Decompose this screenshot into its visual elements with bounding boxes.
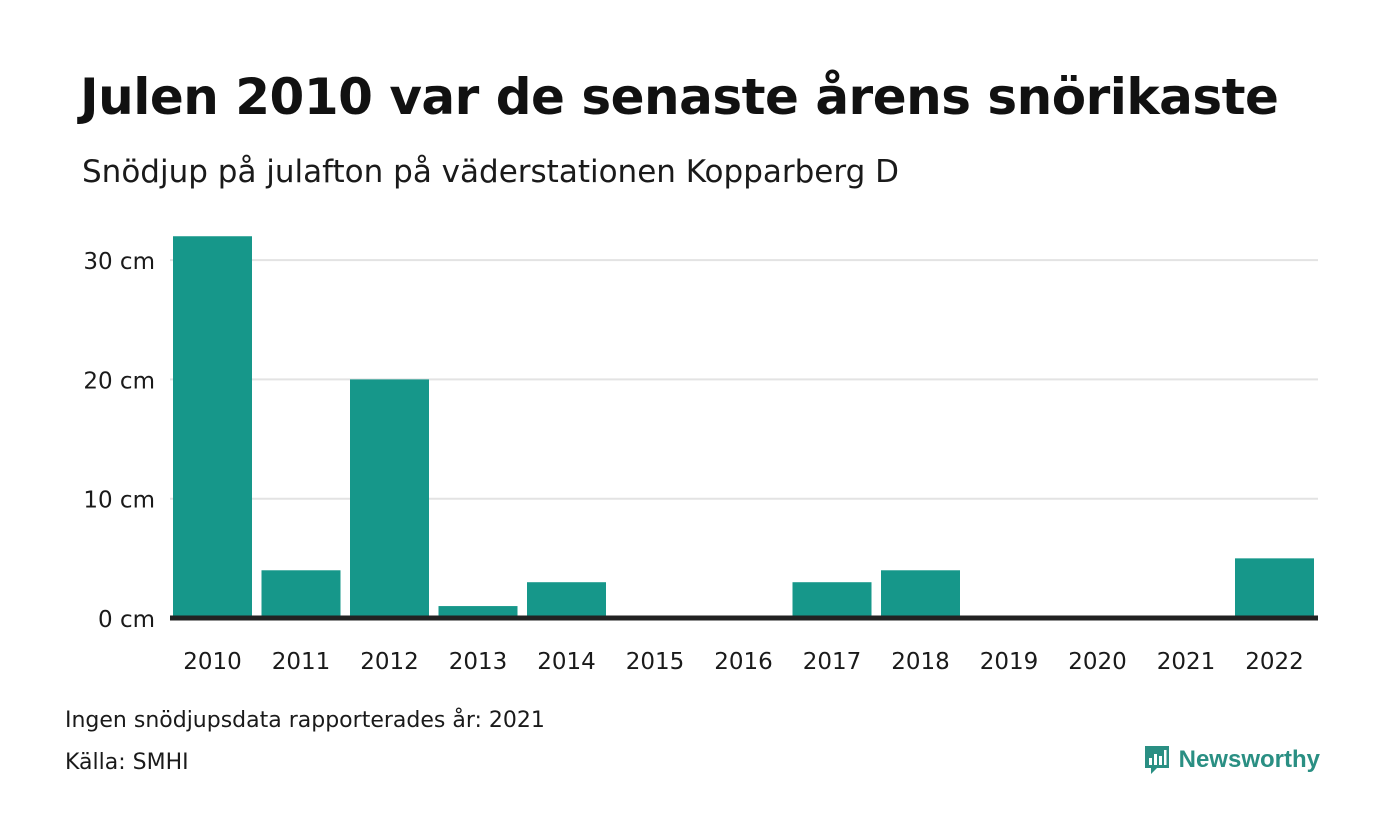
- x-tick-label: 2015: [626, 649, 685, 675]
- x-tick-label: 2014: [537, 649, 596, 675]
- source-note: Källa: SMHI: [65, 750, 189, 775]
- chart-title: Julen 2010 var de senaste årens snörikas…: [80, 68, 1279, 126]
- newsworthy-logo-text: Newsworthy: [1178, 746, 1320, 773]
- x-tick-label: 2016: [714, 649, 773, 675]
- x-tick-label: 2012: [360, 649, 419, 675]
- bars: [173, 236, 1314, 619]
- x-tick-label: 2017: [803, 649, 862, 675]
- bar-2010: [173, 236, 252, 619]
- bar-chart: 0 cm 10 cm 20 cm 30 cm 2010 2011 2012 2013 2014…: [83, 236, 1318, 675]
- x-tick-label: 2019: [980, 649, 1039, 675]
- y-tick-label: 10 cm: [83, 488, 155, 514]
- x-tick-label: 2011: [272, 649, 331, 675]
- bar-2012: [350, 379, 429, 618]
- gridlines: [170, 259, 1318, 500]
- y-tick-label: 0 cm: [98, 607, 155, 633]
- bar-2018: [881, 570, 960, 618]
- bar-2014: [527, 582, 606, 618]
- newsworthy-logo-icon: [1144, 746, 1169, 774]
- y-axis-ticks: 0 cm 10 cm 20 cm 30 cm: [83, 249, 155, 633]
- bar-2013: [438, 606, 518, 618]
- x-tick-label: 2022: [1245, 649, 1304, 675]
- bar-2017: [792, 582, 872, 618]
- newsworthy-logo: Newsworthy: [1143, 744, 1320, 776]
- bar-2022: [1235, 558, 1314, 618]
- x-tick-label: 2021: [1157, 649, 1216, 675]
- y-tick-label: 20 cm: [83, 368, 155, 394]
- chart-subtitle: Snödjup på julafton på väderstationen Ko…: [82, 154, 899, 190]
- x-axis-ticks: 2010 2011 2012 2013 2014 2015 2016 2017 2018 2019…: [183, 649, 1304, 675]
- no-data-note: Ingen snödjupsdata rapporterades år: 202…: [65, 708, 545, 733]
- bar-2011: [261, 570, 341, 618]
- y-tick-label: 30 cm: [83, 249, 155, 275]
- x-tick-label: 2018: [891, 649, 950, 675]
- x-tick-label: 2010: [183, 649, 242, 675]
- x-tick-label: 2013: [449, 649, 508, 675]
- x-tick-label: 2020: [1068, 649, 1127, 675]
